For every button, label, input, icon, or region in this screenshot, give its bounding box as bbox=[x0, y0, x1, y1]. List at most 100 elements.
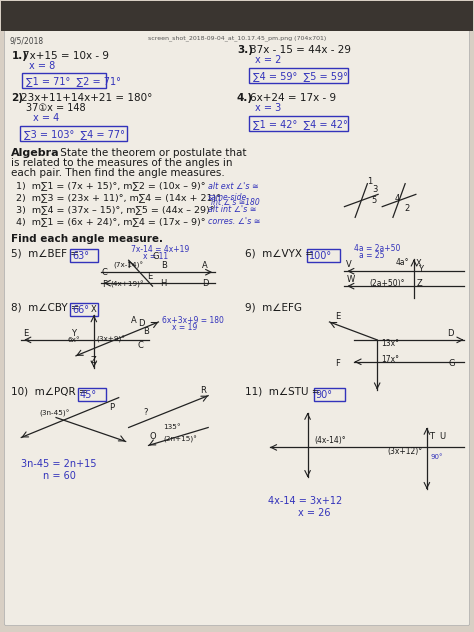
Text: A: A bbox=[131, 316, 137, 325]
Text: Y: Y bbox=[71, 329, 76, 338]
Text: same-side: same-side bbox=[208, 193, 247, 202]
Text: 7x-14 = 4x+19: 7x-14 = 4x+19 bbox=[131, 245, 189, 254]
Text: x = 26: x = 26 bbox=[298, 508, 330, 518]
Text: 4.): 4.) bbox=[237, 93, 253, 103]
Text: ∑4 = 59°  ∑5 = 59°: ∑4 = 59° ∑5 = 59° bbox=[253, 71, 348, 81]
Text: F: F bbox=[336, 359, 340, 368]
Text: C: C bbox=[102, 268, 108, 277]
Text: F: F bbox=[102, 280, 107, 289]
Text: 1.): 1.) bbox=[11, 51, 27, 61]
Text: 37①x = 148: 37①x = 148 bbox=[26, 103, 86, 113]
Text: 6)  m∠VYX =: 6) m∠VYX = bbox=[245, 248, 314, 258]
Text: 4)  m∑1 = (6x + 24)°, m∑4 = (17x – 9)°: 4) m∑1 = (6x + 24)°, m∑4 = (17x – 9)° bbox=[16, 217, 206, 226]
Text: X: X bbox=[91, 305, 97, 314]
Text: n = 60: n = 60 bbox=[43, 471, 76, 482]
Text: Algebra: Algebra bbox=[11, 148, 60, 158]
Text: 3.): 3.) bbox=[237, 45, 253, 55]
Bar bbox=[1, 1, 473, 31]
Text: G: G bbox=[153, 252, 159, 261]
Text: 6x+24 = 17x - 9: 6x+24 = 17x - 9 bbox=[250, 93, 336, 103]
Text: ∑1 = 42°  ∑4 = 42°: ∑1 = 42° ∑4 = 42° bbox=[253, 119, 347, 129]
Text: C: C bbox=[137, 341, 144, 350]
Text: 9)  m∠EFG: 9) m∠EFG bbox=[245, 302, 302, 312]
Text: 37x - 15 = 44x - 29: 37x - 15 = 44x - 29 bbox=[250, 45, 351, 55]
Text: 10)  m∠PQR =: 10) m∠PQR = bbox=[11, 387, 88, 397]
Text: U: U bbox=[439, 432, 445, 442]
Text: Z: Z bbox=[91, 356, 97, 365]
Text: 2)  m∑3 = (23x + 11)°, m∑4 = (14x + 21)°: 2) m∑3 = (23x + 11)°, m∑4 = (14x + 21)° bbox=[16, 193, 221, 202]
Text: alt ext ∠'s ≅: alt ext ∠'s ≅ bbox=[208, 181, 259, 191]
Text: 90°: 90° bbox=[431, 454, 443, 460]
Text: P: P bbox=[109, 403, 114, 411]
Text: 1: 1 bbox=[367, 176, 373, 186]
Text: (3n-45)°: (3n-45)° bbox=[39, 410, 70, 417]
Text: 63°: 63° bbox=[72, 252, 89, 261]
FancyBboxPatch shape bbox=[4, 29, 470, 626]
Text: 100°: 100° bbox=[309, 252, 332, 261]
Text: ∑3 = 103°  ∑4 = 77°: ∑3 = 103° ∑4 = 77° bbox=[24, 129, 125, 139]
Text: 23x+11+14x+21 = 180°: 23x+11+14x+21 = 180° bbox=[21, 93, 153, 103]
Text: 1)  m∑1 = (7x + 15)°, m∑2 = (10x – 9)°: 1) m∑1 = (7x + 15)°, m∑2 = (10x – 9)° bbox=[16, 181, 206, 191]
Text: A: A bbox=[202, 261, 208, 270]
Text: corres. ∠'s ≅: corres. ∠'s ≅ bbox=[208, 217, 261, 226]
Text: 7x+15 = 10x - 9: 7x+15 = 10x - 9 bbox=[23, 51, 109, 61]
Text: int ∠'s ≅180: int ∠'s ≅180 bbox=[211, 198, 260, 207]
Text: X: X bbox=[416, 259, 422, 268]
Text: (7x-14)°: (7x-14)° bbox=[114, 262, 144, 269]
Text: x = 19: x = 19 bbox=[173, 323, 198, 332]
Text: each pair. Then find the angle measures.: each pair. Then find the angle measures. bbox=[11, 167, 225, 178]
Text: B: B bbox=[144, 327, 149, 336]
Text: x = 8: x = 8 bbox=[29, 61, 55, 71]
Text: (3x+12)°: (3x+12)° bbox=[387, 447, 422, 456]
Text: 3n-45 = 2n+15: 3n-45 = 2n+15 bbox=[21, 459, 97, 470]
Text: V: V bbox=[346, 260, 352, 269]
Text: screen_shot_2018-09-04_at_10.17.45_pm.png (704x701): screen_shot_2018-09-04_at_10.17.45_pm.pn… bbox=[148, 35, 326, 41]
Text: 5: 5 bbox=[371, 195, 376, 205]
Text: (4x-14)°: (4x-14)° bbox=[315, 437, 346, 446]
Text: 8)  m∠CBY =: 8) m∠CBY = bbox=[11, 302, 80, 312]
Text: (3x+9)°: (3x+9)° bbox=[97, 336, 126, 343]
Text: 13x°: 13x° bbox=[381, 339, 399, 348]
Text: x = 4: x = 4 bbox=[33, 113, 59, 123]
Text: (2n+15)°: (2n+15)° bbox=[164, 435, 197, 443]
Text: T: T bbox=[429, 432, 434, 442]
Text: D: D bbox=[202, 279, 209, 288]
Text: 3: 3 bbox=[372, 185, 378, 193]
Text: 17x°: 17x° bbox=[381, 355, 399, 364]
Text: is related to the measures of the angles in: is related to the measures of the angles… bbox=[11, 157, 233, 167]
Text: alt int ∠'s ≅: alt int ∠'s ≅ bbox=[208, 205, 256, 214]
Text: a = 25: a = 25 bbox=[359, 252, 385, 260]
Text: x = 11: x = 11 bbox=[143, 252, 168, 261]
Text: ∑1 = 71°  ∑2 = 71°: ∑1 = 71° ∑2 = 71° bbox=[26, 76, 121, 86]
Text: E: E bbox=[23, 329, 28, 338]
Text: B: B bbox=[162, 261, 167, 270]
Text: E: E bbox=[336, 312, 341, 321]
Text: 3)  m∑4 = (37x – 15)°, m∑5 = (44x – 29)°: 3) m∑4 = (37x – 15)°, m∑5 = (44x – 29)° bbox=[16, 205, 215, 214]
Text: 45°: 45° bbox=[80, 390, 97, 399]
Text: 4: 4 bbox=[395, 193, 401, 202]
Text: 11)  m∠STU =: 11) m∠STU = bbox=[245, 387, 320, 397]
Text: 4x-14 = 3x+12: 4x-14 = 3x+12 bbox=[268, 496, 342, 506]
Text: 5)  m∠BEF =: 5) m∠BEF = bbox=[11, 248, 79, 258]
Text: 2: 2 bbox=[404, 205, 409, 214]
Text: 6x+3x+9 = 180: 6x+3x+9 = 180 bbox=[163, 316, 224, 325]
Text: 9/5/2018: 9/5/2018 bbox=[9, 36, 44, 46]
Text: 2): 2) bbox=[11, 93, 23, 103]
Text: E: E bbox=[147, 272, 153, 281]
Text: 6x°: 6x° bbox=[67, 337, 80, 343]
Text: 4a°: 4a° bbox=[396, 258, 410, 267]
Text: R: R bbox=[200, 386, 206, 394]
Text: 135°: 135° bbox=[164, 425, 181, 430]
Text: 90°: 90° bbox=[316, 390, 333, 399]
Text: 4a = 2a+50: 4a = 2a+50 bbox=[354, 245, 401, 253]
Text: D: D bbox=[447, 329, 453, 338]
Text: D: D bbox=[138, 319, 145, 328]
Text: H: H bbox=[161, 279, 167, 288]
Text: Y: Y bbox=[418, 265, 423, 274]
Text: Z: Z bbox=[417, 279, 423, 288]
Text: (4x+19)°: (4x+19)° bbox=[111, 281, 145, 288]
Text: O: O bbox=[149, 432, 156, 442]
Text: Find each angle measure.: Find each angle measure. bbox=[11, 234, 164, 245]
Text: 66°: 66° bbox=[72, 305, 89, 315]
Text: x = 2: x = 2 bbox=[255, 55, 281, 65]
